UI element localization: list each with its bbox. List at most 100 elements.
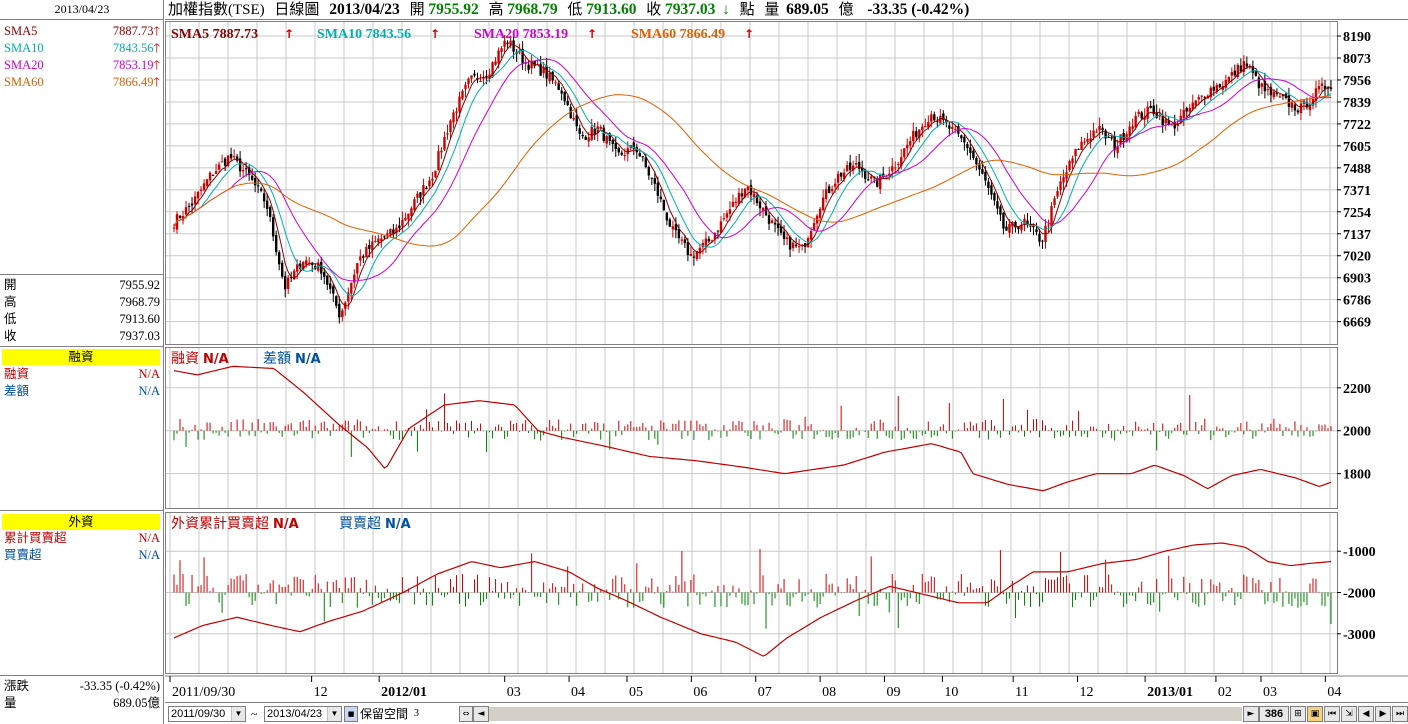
foreign-net-label: 買賣超 [4, 548, 42, 562]
candle-body [1128, 126, 1131, 136]
candle-body [464, 84, 467, 89]
margin-value: N/A [138, 367, 160, 381]
candle-body [839, 172, 843, 177]
candle-body [392, 229, 395, 234]
candle-body [440, 150, 443, 153]
candle-body [1257, 77, 1261, 89]
candle-body [1041, 240, 1044, 242]
price-tick-label: 7605 [1343, 140, 1371, 155]
candle-body [1227, 77, 1231, 82]
candle-body [578, 128, 581, 134]
chevron-down-icon[interactable]: ▼ [231, 707, 245, 721]
candle-body [259, 188, 263, 191]
candle-body [1212, 86, 1215, 91]
margin-header: 融資 [2, 349, 160, 365]
candle-body [1050, 206, 1053, 227]
candle-body [359, 256, 362, 261]
price-tick-label: 7839 [1343, 96, 1371, 111]
candle-body [1170, 124, 1173, 126]
candle-body [848, 162, 852, 171]
scroll-right-icon[interactable]: ► [1243, 706, 1259, 722]
reserve-space-value[interactable]: 3 [414, 708, 419, 719]
candle-body [208, 172, 212, 181]
candle-body [743, 188, 747, 198]
foreign-cum-value: N/A [138, 531, 160, 545]
end-date-select[interactable]: 2013/04/23 ▼ [264, 706, 342, 722]
candle-body [470, 75, 473, 79]
candle-body [647, 167, 651, 176]
chart-window-icon[interactable]: ▣ [1307, 706, 1323, 722]
candle-body [545, 65, 548, 79]
sma10-value: 7843.56 [112, 41, 154, 55]
scroll-left-icon[interactable]: ◄ [473, 706, 489, 722]
candle-body [740, 193, 744, 197]
chevron-down-icon[interactable]: ▼ [327, 707, 341, 721]
chart-area[interactable]: 8190 8073 7956 7839 7722 7605 7488 7371 7254 7137… [165, 21, 1408, 702]
candle-body [1134, 115, 1137, 128]
candle-body [1299, 103, 1303, 114]
candle-body [686, 242, 690, 256]
close-price: 7937.03 [665, 1, 716, 18]
foreign-legend-value: N/A [273, 517, 299, 532]
candle-body [701, 242, 705, 248]
candle-body [1176, 123, 1179, 127]
margin-label: 融資 [4, 367, 30, 381]
candle-body [716, 230, 720, 232]
x-tick-label: 04 [1327, 685, 1341, 700]
candle-body [509, 40, 512, 45]
foreign-net-row: 買賣超 N/A [2, 547, 160, 564]
start-date-value: 2011/09/30 [171, 708, 226, 720]
candle-body [413, 199, 416, 210]
chart-type: 日線圖 [274, 2, 320, 18]
down-arrow-icon: ↓ [722, 1, 730, 18]
candle-body [503, 40, 506, 47]
candle-body [286, 277, 290, 289]
x-tick-label: 12 [314, 685, 328, 700]
up-arrow-icon: ↑ [284, 27, 294, 41]
x-tick-label: 2011/09/30 [172, 685, 235, 700]
margin-diff-label: 差額 [4, 384, 30, 398]
chart-svg[interactable]: 8190 8073 7956 7839 7722 7605 7488 7371 7254 7137… [165, 21, 1408, 702]
quote-date: 2013/04/23 [329, 1, 400, 18]
candle-body [966, 144, 969, 148]
candle-body [824, 189, 828, 200]
candle-body [1158, 115, 1161, 117]
reserve-space-icon[interactable]: ■ [344, 706, 358, 722]
price-tick-label: 8190 [1343, 30, 1371, 45]
x-tick-label: 10 [944, 685, 958, 700]
slider-icon[interactable]: ⇔ [459, 706, 473, 722]
candle-body [416, 193, 419, 198]
candle-body [1131, 126, 1134, 129]
zoom-in-icon[interactable]: ⊞ [1290, 706, 1306, 722]
scrollbar-track[interactable] [489, 707, 1242, 721]
low-price: 7913.60 [586, 1, 637, 18]
x-tick-label: 12 [1080, 685, 1094, 700]
candle-body [1032, 224, 1035, 228]
candle-body [942, 113, 945, 120]
candle-body [1140, 112, 1143, 119]
candle-body [458, 96, 461, 112]
candle-body [1182, 109, 1185, 118]
sma10-row: SMA10 7843.56🡑 [2, 40, 160, 57]
candle-body [356, 263, 359, 274]
last-page-icon[interactable]: ⏭ [1392, 706, 1408, 722]
candle-body [494, 61, 497, 65]
candle-body [599, 126, 602, 129]
previous-icon[interactable]: ◀ [1358, 706, 1374, 722]
candle-body [984, 171, 987, 181]
candle-body [782, 231, 786, 240]
low-value: 7913.60 [119, 312, 160, 326]
info-panel: 2013/04/23 SMA5 7887.73🡑 SMA10 7843.56🡑 … [0, 0, 164, 724]
candle-body [530, 61, 533, 69]
candle-body [1236, 64, 1240, 78]
next-icon[interactable]: ▶ [1375, 706, 1391, 722]
expand-icon[interactable]: ⇲ [1341, 706, 1357, 722]
candle-body [900, 157, 903, 166]
start-date-select[interactable]: 2011/09/30 ▼ [168, 706, 246, 722]
candle-body [296, 264, 299, 272]
open-row: 開 7955.92 [2, 277, 160, 294]
info-date: 2013/04/23 [0, 0, 164, 20]
sma60-value: 7866.49 [112, 75, 154, 89]
price-tick-label: 7137 [1343, 228, 1371, 243]
first-page-icon[interactable]: ⏮ [1324, 706, 1340, 722]
